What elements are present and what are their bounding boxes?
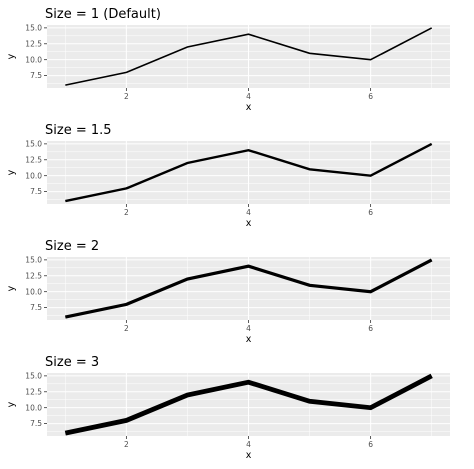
x-axis-label: x <box>246 218 252 229</box>
x-axis-label: x <box>246 334 252 345</box>
y-tick-label: 10.0 <box>25 287 42 296</box>
y-tick-label: 12.5 <box>25 155 42 164</box>
series-line <box>64 258 433 319</box>
x-tick-label: 2 <box>124 324 129 333</box>
y-tick-label: 15.0 <box>25 23 42 32</box>
chart-title: Size = 1.5 <box>45 123 112 138</box>
chart-title: Size = 2 <box>45 239 99 254</box>
y-tick-label: 15.0 <box>25 139 42 148</box>
chart-panel-3: Size = 2 2 4 6 7.5 10.0 12.5 15.0 x y <box>6 239 450 345</box>
x-tick-label: 6 <box>368 208 373 217</box>
y-axis-label: y <box>6 401 17 407</box>
y-tick-label: 7.5 <box>30 71 42 80</box>
x-tick-label: 6 <box>368 324 373 333</box>
y-tick-label: 12.5 <box>25 39 42 48</box>
series-line <box>65 142 433 203</box>
y-tick-label: 10.0 <box>25 403 42 412</box>
series-line <box>65 27 433 86</box>
y-tick-label: 7.5 <box>30 303 42 312</box>
y-axis-label: y <box>6 169 17 175</box>
y-tick-label: 10.0 <box>25 55 42 64</box>
y-tick-label: 15.0 <box>25 371 42 380</box>
y-tick-label: 12.5 <box>25 271 42 280</box>
y-tick-label: 10.0 <box>25 171 42 180</box>
x-tick-label: 2 <box>124 92 129 101</box>
series-line <box>64 373 433 436</box>
chart-title: Size = 1 (Default) <box>45 7 161 22</box>
x-axis-label: x <box>246 102 252 113</box>
x-tick-label: 4 <box>246 324 251 333</box>
chart-panel-1: Size = 1 (Default) 2 4 6 7.5 10.0 12.5 15.0 x y <box>6 7 450 113</box>
y-tick-label: 12.5 <box>25 387 42 396</box>
x-tick-label: 4 <box>246 208 251 217</box>
x-tick-label: 4 <box>246 440 251 449</box>
chart-panel-4: Size = 3 2 4 6 7.5 10.0 12.5 15.0 x y <box>6 355 450 461</box>
y-tick-label: 7.5 <box>30 419 42 428</box>
chart-panel-2: Size = 1.5 2 4 6 7.5 10.0 12.5 15.0 x y <box>6 123 450 229</box>
chart-title: Size = 3 <box>45 355 99 370</box>
y-axis-label: y <box>6 285 17 291</box>
x-tick-label: 6 <box>368 440 373 449</box>
x-tick-label: 6 <box>368 92 373 101</box>
y-tick-label: 7.5 <box>30 187 42 196</box>
x-tick-label: 2 <box>124 440 129 449</box>
x-tick-label: 2 <box>124 208 129 217</box>
x-tick-label: 4 <box>246 92 251 101</box>
y-axis-label: y <box>6 53 17 59</box>
y-tick-label: 15.0 <box>25 255 42 264</box>
x-axis-label: x <box>246 450 252 461</box>
